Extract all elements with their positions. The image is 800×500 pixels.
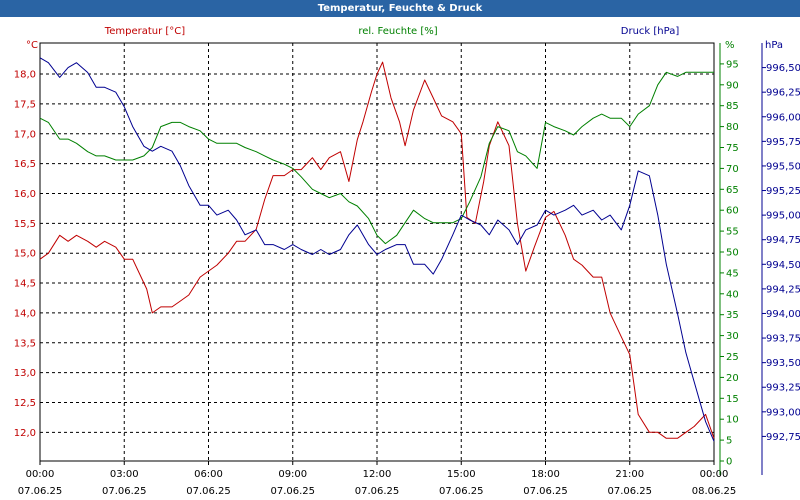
humidity-tick-label: 85	[726, 101, 739, 112]
humidity-tick-label: 20	[726, 373, 739, 384]
humidity-tick-label: 15	[726, 394, 739, 405]
pressure-tick-label: 995,75	[766, 137, 800, 148]
temperature-tick-label: 17,0	[14, 129, 36, 140]
pressure-tick-label: 992,75	[766, 432, 800, 443]
humidity-tick-label: 80	[726, 122, 739, 133]
temperature-tick-label: 14,0	[14, 308, 36, 319]
x-tick-time: 18:00	[531, 469, 560, 480]
humidity-tick-label: 10	[726, 415, 739, 426]
x-tick-time: 00:00	[700, 469, 729, 480]
axes: 00:00 07.06.25 03:00 07.06.25 06:00 07.06.25 0…	[14, 43, 800, 497]
humidity-tick-label: 40	[726, 289, 739, 300]
x-tick-time: 06:00	[194, 469, 223, 480]
temperature-tick-label: 16,0	[14, 189, 36, 200]
temperature-tick-label: 12,0	[14, 428, 36, 439]
humidity-tick-label: 75	[726, 143, 739, 154]
humidity-tick-label: 30	[726, 331, 739, 342]
temperature-tick-label: 12,5	[14, 398, 36, 409]
pressure-tick-label: 995,00	[766, 211, 800, 222]
humidity-tick-label: 55	[726, 227, 739, 238]
pressure-tick-label: 995,50	[766, 161, 800, 172]
humidity-tick-label: 70	[726, 164, 739, 175]
x-tick-date: 07.06.25	[355, 486, 400, 497]
pressure-tick-label: 993,25	[766, 383, 800, 394]
pressure-line	[39, 57, 715, 442]
temperature-tick-label: 18,0	[14, 70, 36, 81]
humidity-axis-label: rel. Feuchte [%]	[358, 26, 437, 37]
humidity-tick-label: 0	[726, 457, 732, 468]
pressure-tick-label: 993,50	[766, 358, 800, 369]
pressure-tick-label: 996,50	[766, 63, 800, 74]
temperature-tick-label: 17,5	[14, 99, 36, 110]
pressure-tick-label: 994,75	[766, 235, 800, 246]
x-tick-date: 07.06.25	[523, 486, 568, 497]
temperature-tick-label: 13,0	[14, 368, 36, 379]
x-tick-date: 07.06.25	[439, 486, 484, 497]
x-tick-date: 07.06.25	[270, 486, 315, 497]
humidity-line	[39, 71, 714, 245]
chart-canvas: 00:00 07.06.25 03:00 07.06.25 06:00 07.06.25 0…	[14, 26, 800, 497]
axis-titles: Temperatur [°C] rel. Feuchte [%] Druck […	[26, 26, 783, 51]
humidity-tick-label: 90	[726, 80, 739, 91]
pressure-tick-label: 995,25	[766, 186, 800, 197]
temperature-tick-label: 15,5	[14, 219, 36, 230]
series-lines	[39, 57, 715, 442]
humidity-tick-label: 45	[726, 268, 739, 279]
temperature-tick-label: 13,5	[14, 338, 36, 349]
temperature-tick-label: 16,5	[14, 159, 36, 170]
temperature-unit: °C	[26, 40, 38, 51]
pressure-tick-label: 994,25	[766, 284, 800, 295]
temperature-tick-label: 15,0	[14, 249, 36, 260]
humidity-tick-label: 65	[726, 185, 739, 196]
x-tick-date: 08.06.25	[692, 486, 737, 497]
temperature-tick-label: 14,5	[14, 279, 36, 290]
pressure-tick-label: 994,50	[766, 260, 800, 271]
humidity-tick-label: 60	[726, 206, 739, 217]
x-tick-date: 07.06.25	[607, 486, 652, 497]
temperature-line	[39, 61, 715, 439]
temperature-axis-label: Temperatur [°C]	[104, 26, 185, 37]
humidity-tick-label: 95	[726, 59, 739, 70]
x-tick-time: 00:00	[26, 469, 55, 480]
pressure-tick-label: 996,25	[766, 88, 800, 99]
x-tick-time: 21:00	[615, 469, 644, 480]
chart-title: Temperatur, Feuchte & Druck	[0, 0, 800, 17]
pressure-tick-label: 994,00	[766, 309, 800, 320]
humidity-tick-label: 35	[726, 310, 739, 321]
x-tick-time: 09:00	[278, 469, 307, 480]
humidity-tick-label: 5	[726, 436, 732, 447]
pressure-axis-label: Druck [hPa]	[621, 26, 680, 37]
x-tick-date: 07.06.25	[102, 486, 147, 497]
x-tick-date: 07.06.25	[18, 486, 63, 497]
pressure-tick-label: 996,00	[766, 112, 800, 123]
pressure-tick-label: 993,75	[766, 334, 800, 345]
x-tick-time: 12:00	[363, 469, 392, 480]
humidity-tick-label: 25	[726, 352, 739, 363]
pressure-unit: hPa	[765, 40, 783, 51]
humidity-unit: %	[725, 40, 735, 51]
x-tick-time: 03:00	[110, 469, 139, 480]
pressure-tick-label: 993,00	[766, 407, 800, 418]
x-tick-time: 15:00	[447, 469, 476, 480]
x-tick-date: 07.06.25	[186, 486, 231, 497]
humidity-tick-label: 50	[726, 248, 739, 259]
